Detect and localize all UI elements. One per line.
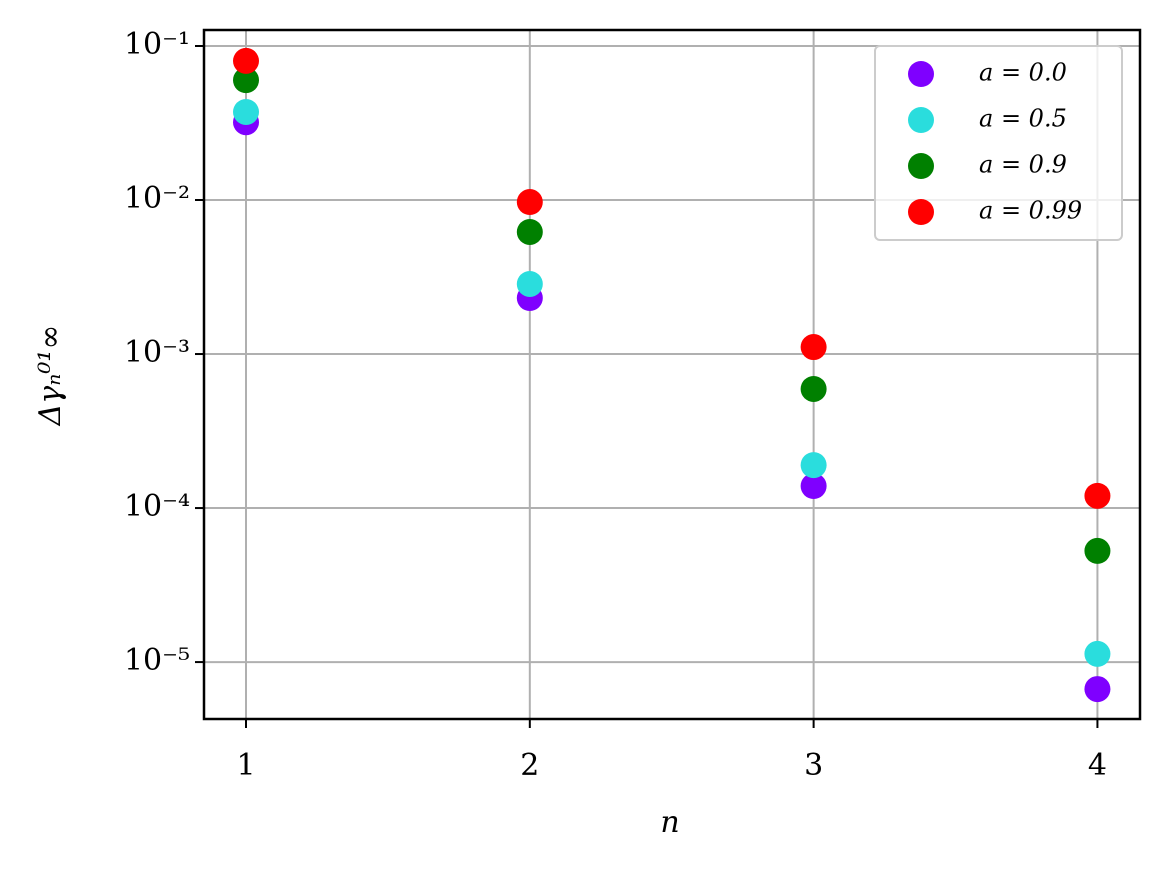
x-tick-label: 3 [804,748,823,783]
point [233,67,260,94]
x-tick-label: 2 [520,748,539,783]
point [233,98,260,125]
x-tick-label: 4 [1088,748,1107,783]
x-tick-label: 1 [236,748,255,783]
y-tick-label: 10⁻² [124,181,190,216]
legend-marker [908,107,934,133]
point [800,334,827,361]
point [1084,640,1111,667]
y-tick-label: 10⁻³ [124,335,190,370]
point [233,47,260,74]
point [800,375,827,402]
legend-marker [908,199,934,225]
legend-label: a = 0.5 [979,105,1067,133]
y-tick-label: 10⁻¹ [124,27,190,62]
point [1084,676,1111,703]
legend-label: a = 0.9 [979,151,1067,179]
point [516,218,543,245]
legend-box [874,45,1123,241]
point [516,270,543,297]
y-axis-label: Δγₙ⁰¹∞ [33,325,68,427]
y-tick-label: 10⁻⁴ [124,489,190,524]
legend-label: a = 0.0 [979,59,1067,87]
legend-label: a = 0.99 [979,197,1082,225]
point [800,473,827,500]
point [1084,482,1111,509]
point [800,452,827,479]
point [1084,537,1111,564]
legend-marker [908,61,934,87]
y-tick-label: 10⁻⁵ [124,643,190,678]
plot-frame [202,28,1142,721]
x-axis-label: n [660,805,679,840]
legend-marker [908,153,934,179]
point [516,189,543,216]
